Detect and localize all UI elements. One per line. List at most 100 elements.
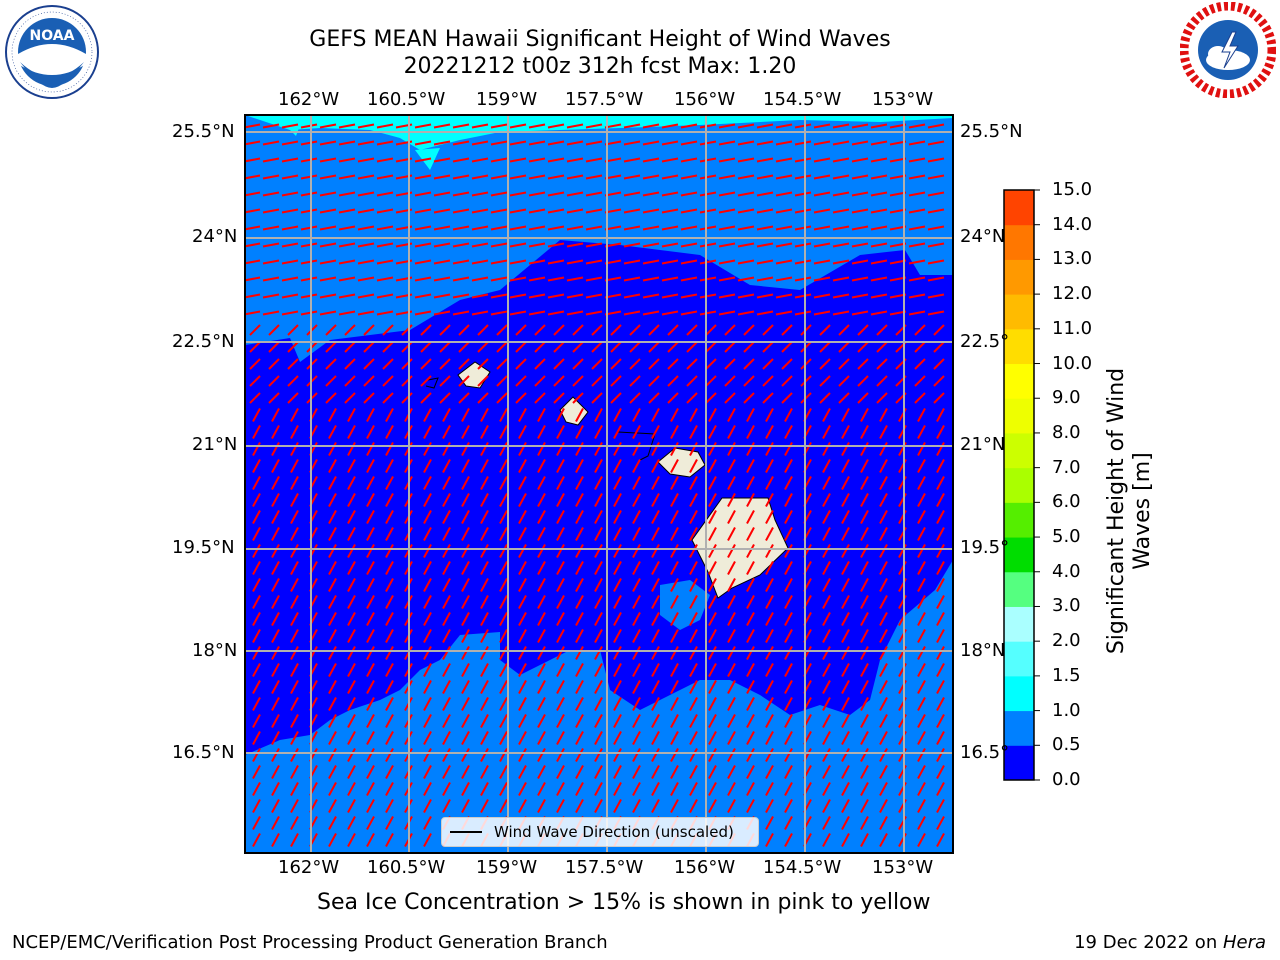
- wind-arrow: [566, 140, 584, 146]
- wind-arrow: [765, 612, 774, 626]
- wind-arrow: [708, 476, 717, 490]
- colorbar-swatch: [1004, 467, 1034, 503]
- wind-arrow: [385, 527, 394, 541]
- wind-arrow: [781, 358, 793, 370]
- wind-arrow: [376, 242, 394, 248]
- wind-arrow: [300, 310, 318, 316]
- wind-arrow: [385, 731, 394, 745]
- wind-arrow: [936, 816, 945, 830]
- wind-arrow: [252, 408, 261, 422]
- wind-arrow: [917, 680, 926, 694]
- wind-arrow: [556, 799, 565, 813]
- wind-arrow: [613, 629, 622, 643]
- wind-arrow: [813, 276, 831, 282]
- wind-arrow: [651, 408, 660, 422]
- wind-arrow: [376, 276, 394, 282]
- colorbar-tick-label: 14.0: [1052, 213, 1093, 235]
- wind-arrow: [613, 697, 622, 711]
- wind-arrow: [575, 714, 584, 728]
- wind-arrow: [737, 276, 755, 282]
- wind-arrow: [851, 123, 869, 129]
- wind-arrow: [290, 816, 299, 830]
- wind-arrow: [727, 544, 736, 558]
- lon-label-bottom: 156°W: [674, 857, 736, 878]
- wind-arrow: [670, 629, 679, 643]
- wind-arrow: [553, 324, 565, 336]
- wind-arrow: [442, 442, 451, 456]
- wind-arrow: [347, 663, 356, 677]
- wind-arrow: [765, 544, 774, 558]
- wind-arrow: [442, 612, 451, 626]
- wind-arrow: [347, 595, 356, 609]
- wind-arrow: [385, 680, 394, 694]
- wind-arrow: [822, 748, 831, 762]
- wind-arrow: [651, 578, 660, 592]
- wind-arrow: [414, 242, 432, 248]
- wind-arrow: [737, 174, 755, 180]
- wind-arrow: [661, 225, 679, 231]
- wind-arrow: [708, 748, 717, 762]
- wind-arrow: [870, 225, 888, 231]
- wind-arrow: [917, 833, 926, 847]
- wind-arrow: [338, 276, 356, 282]
- wind-arrow: [252, 816, 261, 830]
- wind-arrow: [594, 527, 603, 541]
- wind-arrow: [870, 208, 888, 214]
- wind-arrow: [851, 157, 869, 163]
- wind-arrow: [762, 375, 774, 387]
- colorbar-tick-label: 2.0: [1052, 630, 1081, 652]
- wind-arrow: [819, 324, 831, 336]
- wind-arrow: [689, 578, 698, 592]
- wind-arrow: [442, 731, 451, 745]
- wind-arrow: [382, 324, 394, 336]
- wind-arrow: [328, 510, 337, 524]
- wind-arrow: [879, 680, 888, 694]
- wind-arrow: [667, 341, 679, 353]
- wind-arrow: [575, 493, 584, 507]
- wind-arrow: [813, 259, 831, 265]
- wind-arrow: [832, 174, 850, 180]
- wind-arrow: [499, 697, 508, 711]
- wind-arrow: [727, 408, 736, 422]
- wind-arrow: [452, 174, 470, 180]
- wind-arrow: [822, 612, 831, 626]
- wind-arrow: [575, 782, 584, 796]
- wind-arrow: [518, 697, 527, 711]
- wind-arrow: [870, 140, 888, 146]
- wind-arrow: [499, 425, 508, 439]
- wind-arrow: [420, 358, 432, 370]
- wind-arrow: [670, 442, 679, 456]
- wind-arrow: [936, 561, 945, 575]
- wind-arrow: [566, 157, 584, 163]
- wind-arrow: [914, 358, 926, 370]
- wind-arrow: [623, 123, 641, 129]
- wind-arrow: [338, 174, 356, 180]
- wind-arrow: [471, 225, 489, 231]
- wind-arrow: [594, 493, 603, 507]
- wind-arrow: [908, 242, 926, 248]
- wind-arrow: [784, 680, 793, 694]
- wind-arrow: [414, 140, 432, 146]
- wind-arrow: [319, 242, 337, 248]
- wind-arrow: [423, 493, 432, 507]
- wind-arrow: [537, 782, 546, 796]
- wind-arrow: [366, 731, 375, 745]
- wind-arrow: [705, 375, 717, 387]
- wind-arrow: [556, 493, 565, 507]
- wind-arrow: [556, 680, 565, 694]
- wind-arrow: [822, 510, 831, 524]
- wind-arrow: [528, 310, 546, 316]
- wind-arrow: [518, 663, 527, 677]
- wind-arrow: [765, 680, 774, 694]
- wind-arrow: [575, 595, 584, 609]
- wind-arrow: [471, 208, 489, 214]
- wind-arrow: [537, 697, 546, 711]
- wind-arrow: [936, 629, 945, 643]
- wind-arrow: [642, 140, 660, 146]
- wind-arrow: [366, 595, 375, 609]
- wind-arrow: [528, 259, 546, 265]
- wind-arrow: [822, 646, 831, 660]
- wind-arrow: [860, 748, 869, 762]
- wind-arrow: [813, 157, 831, 163]
- wind-arrow: [680, 242, 698, 248]
